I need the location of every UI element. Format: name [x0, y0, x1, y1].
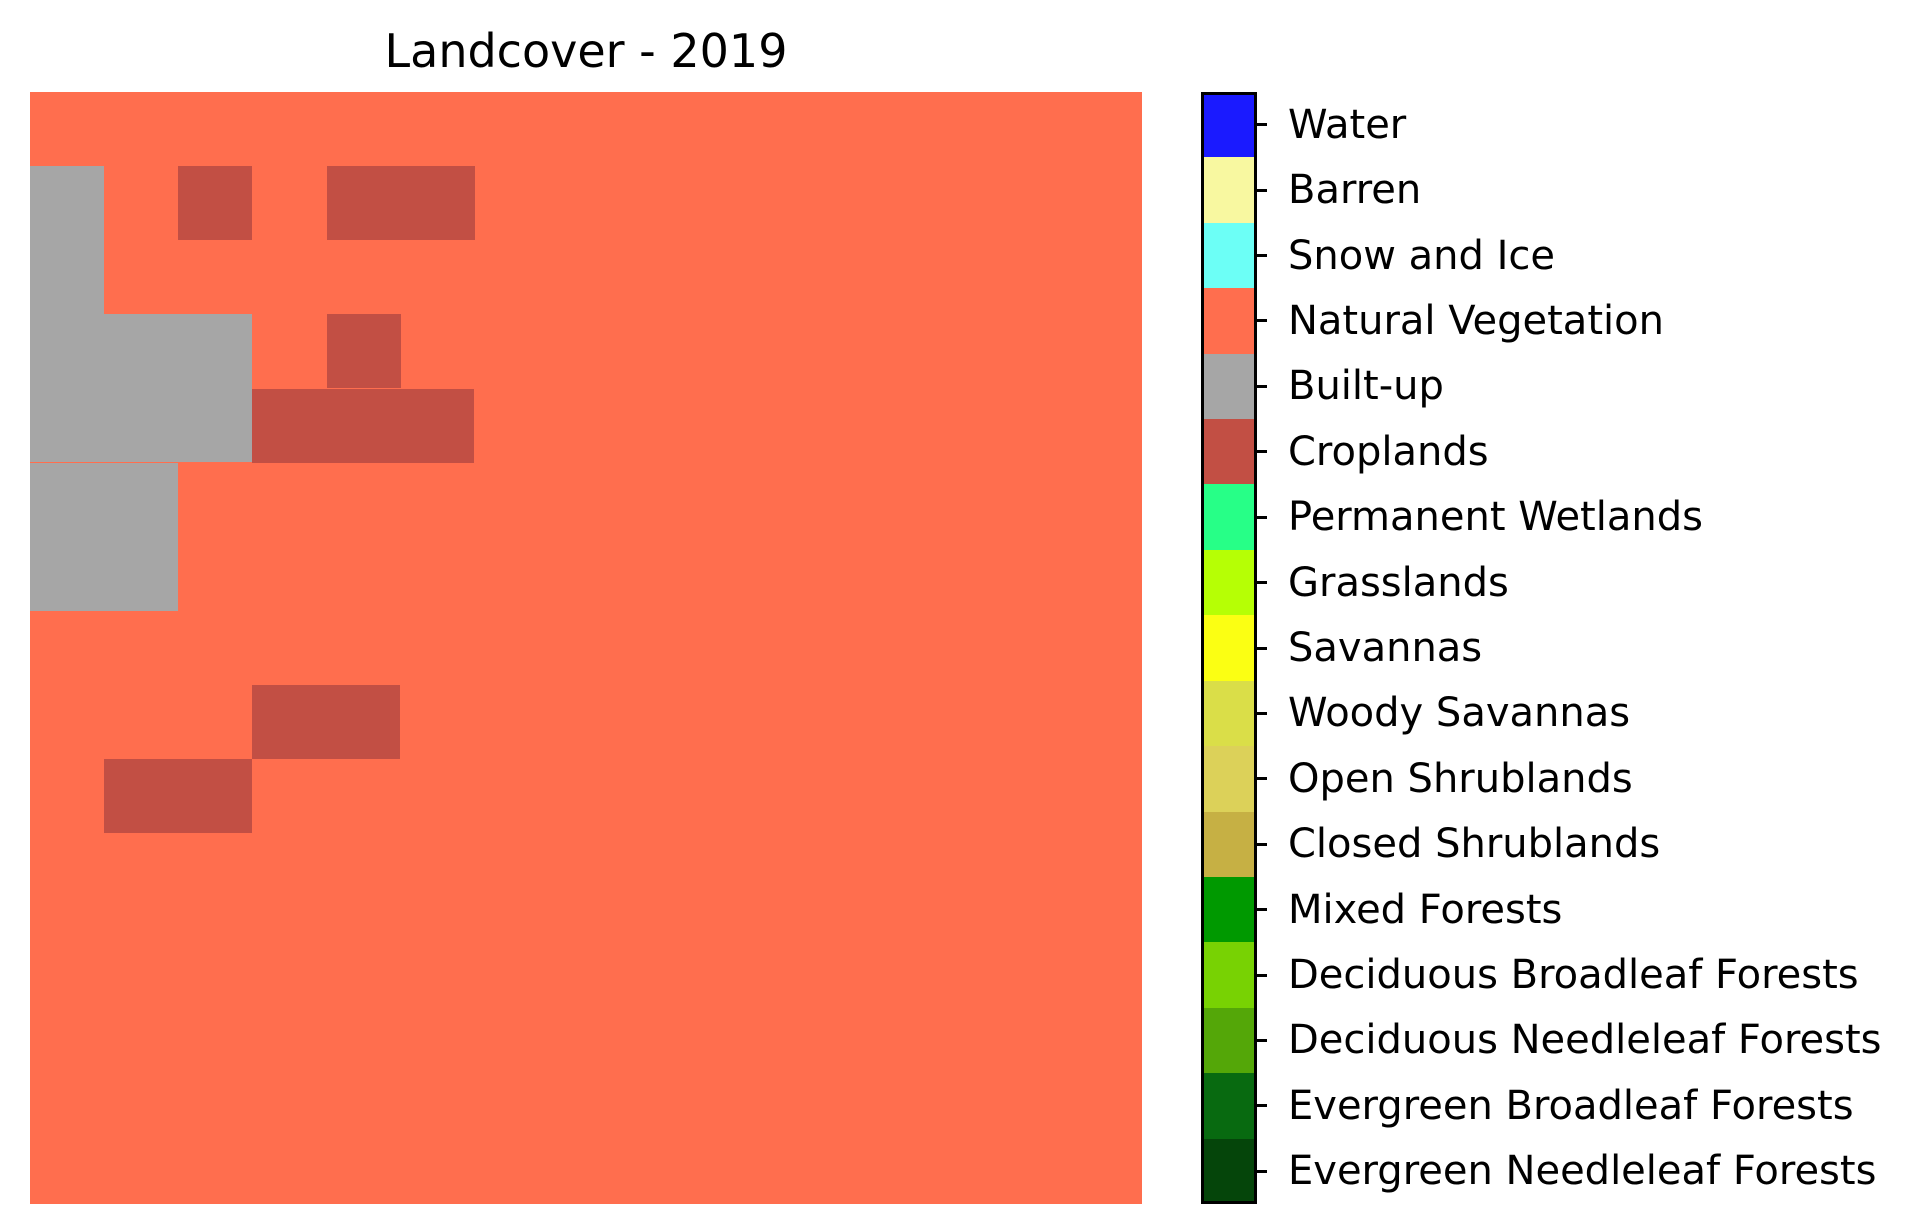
colorbar-tick: [1257, 973, 1267, 977]
colorbar-label: Snow and Ice: [1288, 232, 1556, 279]
colorbar-swatch: [1204, 942, 1254, 1009]
colorbar-tick: [1257, 1104, 1267, 1108]
colorbar-label: Grasslands: [1288, 559, 1509, 606]
map-patch-croplands: [327, 314, 401, 388]
colorbar-label: Evergreen Broadleaf Forests: [1288, 1082, 1854, 1129]
colorbar: [1201, 92, 1257, 1204]
colorbar-label: Evergreen Needleleaf Forests: [1288, 1148, 1877, 1195]
colorbar-tick: [1257, 646, 1267, 650]
colorbar-swatch: [1204, 1007, 1254, 1075]
colorbar-swatch: [1204, 549, 1254, 617]
map-patch-croplands: [327, 166, 475, 240]
colorbar-tick: [1257, 711, 1267, 715]
colorbar-label: Water: [1288, 101, 1407, 148]
colorbar-tick: [1257, 384, 1267, 388]
colorbar-label: Open Shrublands: [1288, 755, 1633, 802]
colorbar-swatch: [1204, 484, 1254, 551]
map-patch-croplands: [252, 389, 474, 463]
colorbar-label: Woody Savannas: [1288, 690, 1631, 737]
colorbar-swatch: [1204, 876, 1254, 944]
map-patch-built-up: [30, 463, 178, 611]
colorbar-swatch: [1204, 157, 1254, 224]
colorbar-tick: [1257, 581, 1267, 585]
colorbar-tick: [1257, 188, 1267, 192]
colorbar-tick: [1257, 777, 1267, 781]
map-patch-built-up: [30, 314, 252, 462]
colorbar-swatch: [1204, 419, 1254, 486]
colorbar-swatch: [1204, 1073, 1254, 1140]
colorbar-label: Savannas: [1288, 625, 1483, 671]
map-title: Landcover - 2019: [384, 24, 788, 78]
colorbar-tick: [1257, 450, 1267, 454]
colorbar-swatch: [1204, 680, 1254, 748]
colorbar-swatch: [1204, 353, 1254, 421]
colorbar-tick: [1257, 908, 1267, 912]
colorbar-tick: [1257, 1169, 1267, 1173]
colorbar-tick: [1257, 1038, 1267, 1042]
colorbar-label: Built-up: [1288, 363, 1444, 410]
landcover-map: [30, 92, 1142, 1204]
colorbar-label: Natural Vegetation: [1288, 297, 1664, 344]
colorbar-swatch: [1204, 222, 1254, 290]
map-patch-croplands: [178, 166, 252, 240]
map-patch-croplands: [104, 759, 252, 833]
colorbar-tick: [1257, 123, 1267, 127]
map-patch-croplands: [252, 685, 400, 759]
colorbar-label: Deciduous Needleleaf Forests: [1288, 1017, 1882, 1064]
colorbar-label: Permanent Wetlands: [1288, 494, 1703, 541]
colorbar-swatch: [1204, 1138, 1254, 1201]
map-patch-built-up: [30, 166, 104, 314]
colorbar-swatch: [1204, 811, 1254, 878]
colorbar-label: Croplands: [1288, 428, 1489, 475]
colorbar-label: Closed Shrublands: [1288, 821, 1661, 868]
colorbar-tick: [1257, 254, 1267, 258]
colorbar-swatch: [1204, 95, 1254, 159]
colorbar-tick: [1257, 515, 1267, 519]
colorbar-label: Deciduous Broadleaf Forests: [1288, 952, 1859, 999]
colorbar-tick: [1257, 842, 1267, 846]
colorbar-swatch: [1204, 746, 1254, 813]
colorbar-label: Mixed Forests: [1288, 886, 1563, 933]
colorbar-tick: [1257, 319, 1267, 323]
colorbar-swatch: [1204, 615, 1254, 682]
colorbar-label: Barren: [1288, 167, 1422, 214]
colorbar-swatch: [1204, 288, 1254, 355]
